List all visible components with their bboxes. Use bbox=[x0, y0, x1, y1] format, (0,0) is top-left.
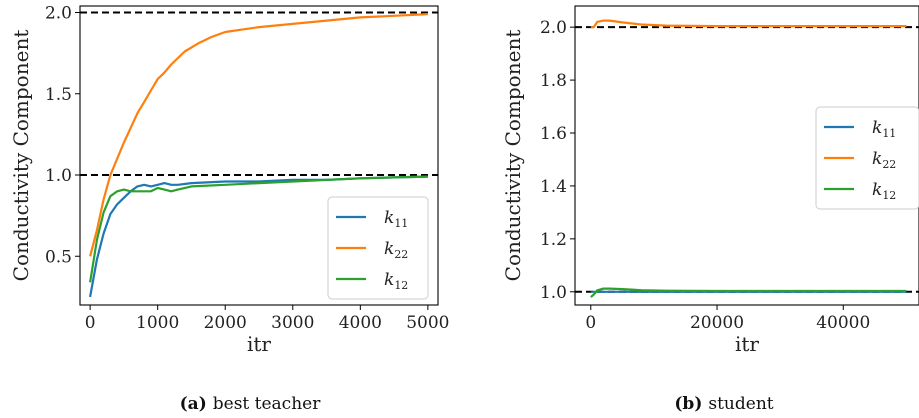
p0-ytick-label-3: 2.0 bbox=[45, 4, 72, 24]
p0-y-axis-label: Conductivity Component bbox=[9, 30, 33, 282]
p1-legend-subscript-k12: 12 bbox=[882, 189, 896, 202]
caption-a-text: best teacher bbox=[213, 394, 321, 414]
p0-xtick-label-5: 5000 bbox=[406, 313, 449, 333]
p0-xtick-label-4: 4000 bbox=[339, 313, 382, 333]
p1-xtick-label-0: 0 bbox=[585, 313, 596, 333]
p0-legend-symbol-k22: k bbox=[384, 239, 394, 259]
p0-legend-subscript-k12: 12 bbox=[394, 279, 408, 292]
p1-legend-label-k22: k22 bbox=[872, 149, 896, 171]
p0-legend-label-k22: k22 bbox=[384, 239, 408, 261]
p1-ytick-label-0: 1.0 bbox=[540, 283, 567, 303]
p1-ytick-label-4: 1.8 bbox=[540, 71, 567, 91]
caption-b-text: student bbox=[708, 394, 773, 414]
p0-legend-subscript-k22: 22 bbox=[394, 248, 408, 261]
p0-xtick-label-2: 2000 bbox=[204, 313, 247, 333]
p1-legend-label-k11: k11 bbox=[872, 118, 896, 140]
p1-series-k22-line bbox=[590, 19, 907, 29]
p0-xtick-label-1: 1000 bbox=[136, 313, 179, 333]
p1-series-k12-line bbox=[590, 287, 907, 298]
p1-y-axis-label: Conductivity Component bbox=[501, 30, 525, 282]
p1-xtick-label-1: 20000 bbox=[690, 313, 744, 333]
p1-legend-box bbox=[815, 106, 919, 210]
caption-a: (a) best teacher bbox=[180, 394, 322, 414]
p1-x-axis-label: itr bbox=[735, 332, 759, 356]
p0-xtick-label-0: 0 bbox=[85, 313, 96, 333]
p0-ytick-label-0: 0.5 bbox=[45, 247, 72, 267]
caption-b-tag: (b) bbox=[674, 394, 702, 414]
p1-ytick-label-2: 1.4 bbox=[540, 177, 567, 197]
p1-legend-symbol-k11: k bbox=[872, 118, 882, 138]
p0-legend-symbol-k11: k bbox=[384, 208, 394, 228]
chart-panel-a: 0 1000 2000 3000 4000 5000 0.5 1.0 1.5 2.0 itr Cond… bbox=[9, 4, 450, 357]
p0-series-k12-line bbox=[89, 175, 428, 283]
p1-legend-subscript-k11: 11 bbox=[882, 127, 896, 140]
p0-series-k22-line bbox=[89, 13, 428, 257]
p0-legend-subscript-k11: 11 bbox=[394, 217, 408, 230]
p1-legend-label-k12: k12 bbox=[872, 180, 896, 202]
p0-xtick-label-3: 3000 bbox=[271, 313, 314, 333]
p0-axes-frame bbox=[79, 5, 439, 306]
caption-a-tag: (a) bbox=[180, 394, 207, 414]
p1-axes-frame bbox=[574, 5, 919, 306]
caption-b: (b) student bbox=[674, 394, 773, 414]
p1-legend-symbol-k22: k bbox=[872, 149, 882, 169]
p0-legend-label-k12: k12 bbox=[384, 270, 408, 292]
p0-ytick-label-2: 1.5 bbox=[45, 85, 72, 105]
p0-x-axis-label: itr bbox=[247, 332, 271, 356]
p0-legend-symbol-k12: k bbox=[384, 270, 394, 290]
p1-ytick-label-1: 1.2 bbox=[540, 230, 567, 250]
chart-panel-b: 0 20000 40000 1.0 1.2 1.4 1.6 1.8 2.0 itr Conducti… bbox=[501, 5, 919, 356]
p1-legend-symbol-k12: k bbox=[872, 180, 882, 200]
p0-legend-box bbox=[327, 196, 429, 300]
p1-legend-subscript-k22: 22 bbox=[882, 158, 896, 171]
p1-ytick-label-3: 1.6 bbox=[540, 124, 567, 144]
p0-legend-label-k11: k11 bbox=[384, 208, 408, 230]
p1-ytick-label-5: 2.0 bbox=[540, 18, 567, 38]
p1-xtick-label-2: 40000 bbox=[816, 313, 870, 333]
p0-ytick-label-1: 1.0 bbox=[45, 166, 72, 186]
